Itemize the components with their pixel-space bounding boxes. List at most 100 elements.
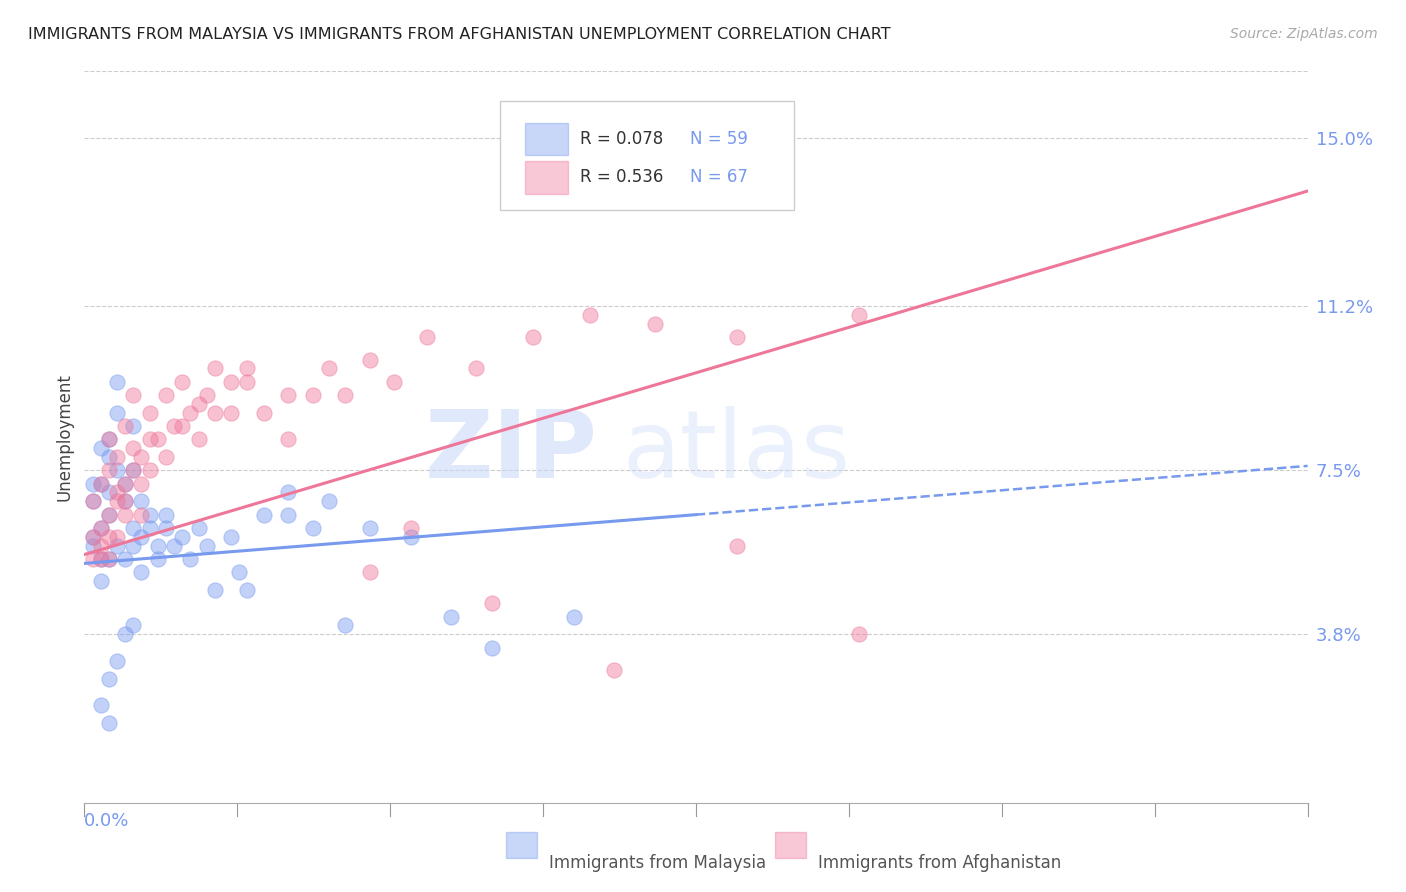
- Point: [155, 450, 177, 464]
- Point: [179, 406, 201, 420]
- Point: [187, 397, 209, 411]
- Point: [155, 388, 177, 402]
- Point: [122, 521, 145, 535]
- Point: [131, 494, 153, 508]
- Point: [301, 521, 323, 535]
- Point: [335, 618, 357, 632]
- Point: [105, 539, 128, 553]
- Point: [725, 330, 748, 344]
- Point: [82, 476, 104, 491]
- Point: [105, 654, 128, 668]
- Point: [97, 463, 120, 477]
- Text: N = 59: N = 59: [690, 129, 748, 148]
- Point: [114, 476, 136, 491]
- Point: [277, 485, 299, 500]
- Point: [204, 582, 226, 597]
- Point: [122, 388, 145, 402]
- Point: [105, 463, 128, 477]
- Point: [114, 419, 136, 434]
- Point: [301, 388, 323, 402]
- Point: [122, 463, 145, 477]
- Point: [114, 494, 136, 508]
- Text: Immigrants from Afghanistan: Immigrants from Afghanistan: [818, 854, 1062, 872]
- Point: [97, 432, 120, 446]
- Point: [122, 419, 145, 434]
- Point: [105, 494, 128, 508]
- Point: [228, 566, 250, 580]
- Point: [179, 552, 201, 566]
- Point: [97, 432, 120, 446]
- Point: [82, 539, 104, 553]
- FancyBboxPatch shape: [506, 832, 537, 858]
- Point: [138, 508, 160, 522]
- Point: [122, 539, 145, 553]
- Point: [172, 419, 194, 434]
- Point: [848, 308, 870, 322]
- Point: [399, 521, 422, 535]
- Point: [105, 530, 128, 544]
- Point: [97, 552, 120, 566]
- Point: [90, 552, 112, 566]
- Point: [131, 530, 153, 544]
- Point: [253, 406, 276, 420]
- Point: [155, 508, 177, 522]
- Point: [236, 361, 259, 376]
- Point: [644, 317, 666, 331]
- Text: Immigrants from Malaysia: Immigrants from Malaysia: [550, 854, 766, 872]
- Point: [481, 596, 503, 610]
- Point: [97, 508, 120, 522]
- Point: [122, 618, 145, 632]
- Point: [97, 485, 120, 500]
- Text: ZIP: ZIP: [425, 406, 598, 498]
- Point: [277, 388, 299, 402]
- Point: [105, 375, 128, 389]
- Point: [146, 539, 169, 553]
- Point: [114, 508, 136, 522]
- Point: [204, 406, 226, 420]
- Point: [97, 530, 120, 544]
- Point: [90, 698, 112, 713]
- Point: [172, 530, 194, 544]
- Point: [90, 521, 112, 535]
- Point: [131, 566, 153, 580]
- Point: [138, 432, 160, 446]
- Point: [163, 419, 186, 434]
- Text: IMMIGRANTS FROM MALAYSIA VS IMMIGRANTS FROM AFGHANISTAN UNEMPLOYMENT CORRELATION: IMMIGRANTS FROM MALAYSIA VS IMMIGRANTS F…: [28, 27, 891, 42]
- Point: [114, 494, 136, 508]
- Point: [219, 375, 242, 389]
- Point: [253, 508, 276, 522]
- Point: [131, 508, 153, 522]
- Point: [644, 131, 666, 145]
- FancyBboxPatch shape: [524, 161, 568, 194]
- Point: [603, 663, 626, 677]
- Text: Source: ZipAtlas.com: Source: ZipAtlas.com: [1230, 27, 1378, 41]
- Point: [90, 552, 112, 566]
- Point: [122, 441, 145, 455]
- Point: [359, 521, 381, 535]
- Point: [138, 463, 160, 477]
- Point: [416, 330, 439, 344]
- Point: [219, 406, 242, 420]
- Point: [97, 508, 120, 522]
- Point: [97, 552, 120, 566]
- Text: 0.0%: 0.0%: [84, 813, 129, 830]
- Point: [359, 352, 381, 367]
- Point: [131, 476, 153, 491]
- Point: [146, 432, 169, 446]
- Point: [155, 521, 177, 535]
- Point: [277, 508, 299, 522]
- Point: [90, 476, 112, 491]
- Point: [277, 432, 299, 446]
- Point: [90, 441, 112, 455]
- Point: [105, 406, 128, 420]
- Point: [82, 552, 104, 566]
- Point: [138, 521, 160, 535]
- Point: [131, 450, 153, 464]
- Text: R = 0.536: R = 0.536: [579, 169, 664, 186]
- Point: [82, 494, 104, 508]
- Point: [97, 672, 120, 686]
- Point: [187, 521, 209, 535]
- Point: [138, 406, 160, 420]
- Point: [848, 627, 870, 641]
- Point: [522, 330, 544, 344]
